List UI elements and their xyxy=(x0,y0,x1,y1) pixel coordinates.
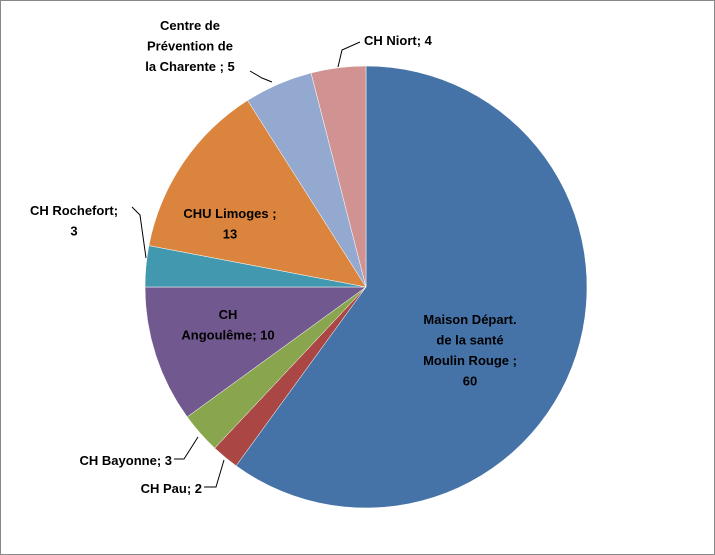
data-label: Maison Départ. de la santé Moulin Rouge ; 6… xyxy=(423,312,517,389)
data-label: CH Bayonne; 3 xyxy=(80,453,172,468)
pie-slice xyxy=(310,65,367,288)
data-label: CH Niort; 4 xyxy=(364,33,433,48)
leader-line xyxy=(337,41,361,68)
pie-slice xyxy=(144,286,367,418)
data-label: CHU Limoges ; 13 xyxy=(183,206,276,242)
data-label: Centre de Prévention de la Charente ; 5 xyxy=(145,18,235,74)
pie-slice xyxy=(148,100,367,288)
leader-line xyxy=(204,459,225,488)
leader-line xyxy=(131,206,147,259)
pie-slice xyxy=(235,65,588,509)
leader-line xyxy=(249,70,273,83)
leader-line xyxy=(174,436,199,460)
data-label: CH Pau; 2 xyxy=(141,481,202,496)
data-label: CH Rochefort; 3 xyxy=(30,203,118,239)
data-label: CH Angoulême; 10 xyxy=(181,307,274,343)
